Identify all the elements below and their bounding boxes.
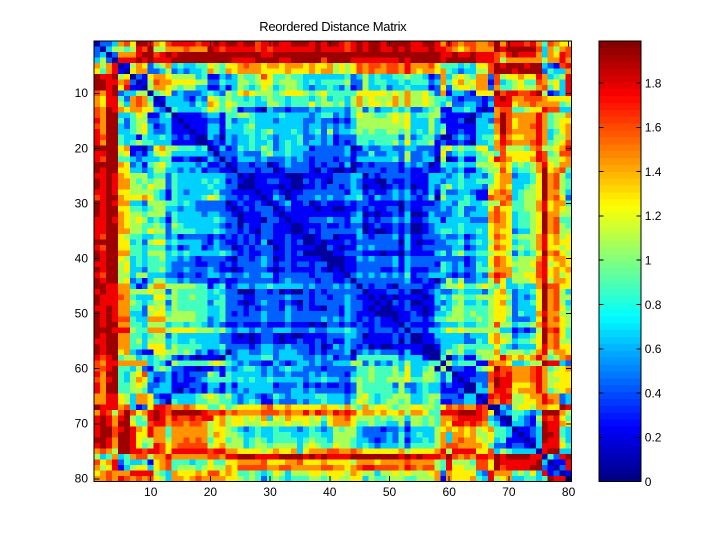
svg-text:70: 70 bbox=[502, 485, 516, 499]
svg-text:1: 1 bbox=[645, 254, 652, 268]
svg-text:10: 10 bbox=[75, 86, 89, 100]
svg-text:1.4: 1.4 bbox=[645, 165, 662, 179]
svg-text:20: 20 bbox=[75, 141, 89, 155]
svg-text:30: 30 bbox=[75, 196, 89, 210]
svg-text:60: 60 bbox=[443, 485, 457, 499]
svg-text:Reordered Distance Matrix: Reordered Distance Matrix bbox=[259, 19, 407, 34]
svg-text:60: 60 bbox=[75, 362, 89, 376]
svg-text:40: 40 bbox=[75, 251, 89, 265]
svg-text:30: 30 bbox=[263, 485, 277, 499]
svg-text:0: 0 bbox=[645, 475, 652, 489]
svg-text:1.2: 1.2 bbox=[645, 209, 662, 223]
svg-text:0.2: 0.2 bbox=[645, 431, 662, 445]
svg-text:20: 20 bbox=[204, 485, 218, 499]
svg-text:0.8: 0.8 bbox=[645, 298, 662, 312]
svg-text:80: 80 bbox=[75, 472, 89, 486]
svg-text:80: 80 bbox=[562, 485, 576, 499]
svg-text:0.6: 0.6 bbox=[645, 342, 662, 356]
svg-text:70: 70 bbox=[75, 417, 89, 431]
svg-text:0.4: 0.4 bbox=[645, 386, 662, 400]
svg-text:1.6: 1.6 bbox=[645, 121, 662, 135]
svg-text:50: 50 bbox=[75, 307, 89, 321]
svg-text:10: 10 bbox=[144, 485, 158, 499]
svg-text:1.8: 1.8 bbox=[645, 76, 662, 90]
svg-text:50: 50 bbox=[383, 485, 397, 499]
svg-text:40: 40 bbox=[323, 485, 337, 499]
